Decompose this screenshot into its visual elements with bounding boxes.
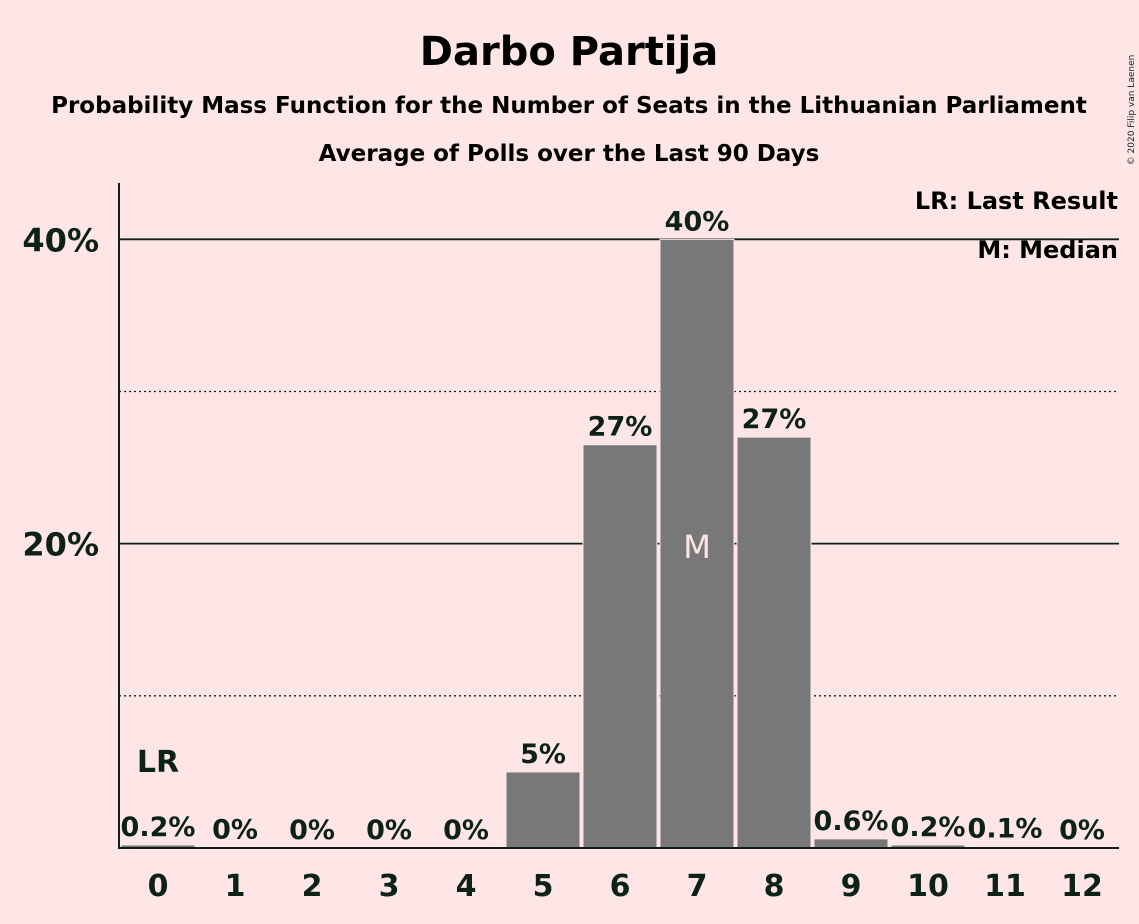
data-label: 40% xyxy=(665,206,730,237)
x-tick-label: 8 xyxy=(764,869,785,904)
x-tick-label: 11 xyxy=(984,869,1026,904)
data-label: 5% xyxy=(520,739,566,770)
x-tick-label: 6 xyxy=(610,869,631,904)
bar-seats-7 xyxy=(659,238,735,849)
x-tick-label: 9 xyxy=(841,869,862,904)
bar-seats-6 xyxy=(582,444,658,849)
data-label: 0% xyxy=(289,815,335,846)
x-tick-labels: 0 1 2 3 4 5 6 7 8 9 10 11 12 xyxy=(148,869,1103,904)
y-tick-label: 20% xyxy=(22,526,99,564)
x-tick-label: 5 xyxy=(533,869,554,904)
data-label: 0% xyxy=(212,815,258,846)
legend-last-result: LR: Last Result xyxy=(915,187,1118,215)
x-tick-label: 10 xyxy=(907,869,949,904)
x-tick-label: 2 xyxy=(302,869,323,904)
copyright-note: © 2020 Filip van Laenen xyxy=(1127,55,1137,166)
data-label: 27% xyxy=(742,404,807,435)
data-labels: 0.2% 0% 0% 0% 0%5%27%40%27%0.6% 0.2% 0.1% 0% xyxy=(118,203,1108,849)
bars xyxy=(120,238,1043,849)
data-label: 0.2% xyxy=(891,812,966,843)
bar-seats-8 xyxy=(736,436,812,849)
y-tick-label: 40% xyxy=(22,221,99,259)
x-tick-label: 4 xyxy=(456,869,477,904)
data-label: 0% xyxy=(366,815,412,846)
bar-seats-5 xyxy=(505,771,581,849)
data-label: 0.2% xyxy=(121,812,196,843)
chart-title: Darbo Partija xyxy=(420,29,718,75)
data-label: 0% xyxy=(443,815,489,846)
median-marker: M xyxy=(683,528,711,566)
x-tick-label: 7 xyxy=(687,869,708,904)
y-tick-labels: 20% 40% xyxy=(22,221,99,563)
last-result-marker: LR xyxy=(137,745,179,780)
x-tick-label: 1 xyxy=(225,869,246,904)
x-tick-label: 12 xyxy=(1061,869,1103,904)
x-tick-label: 3 xyxy=(379,869,400,904)
data-label: 0.1% xyxy=(968,813,1043,844)
bar-seats-9 xyxy=(813,838,889,849)
data-label: 0% xyxy=(1059,815,1105,846)
legend-median: M: Median xyxy=(977,236,1118,264)
x-tick-label: 0 xyxy=(148,869,169,904)
data-label: 27% xyxy=(588,412,653,443)
chart-subtitle: Probability Mass Function for the Number… xyxy=(51,93,1087,119)
data-label: 0.6% xyxy=(814,806,889,837)
chart-subtitle-period: Average of Polls over the Last 90 Days xyxy=(319,141,820,167)
